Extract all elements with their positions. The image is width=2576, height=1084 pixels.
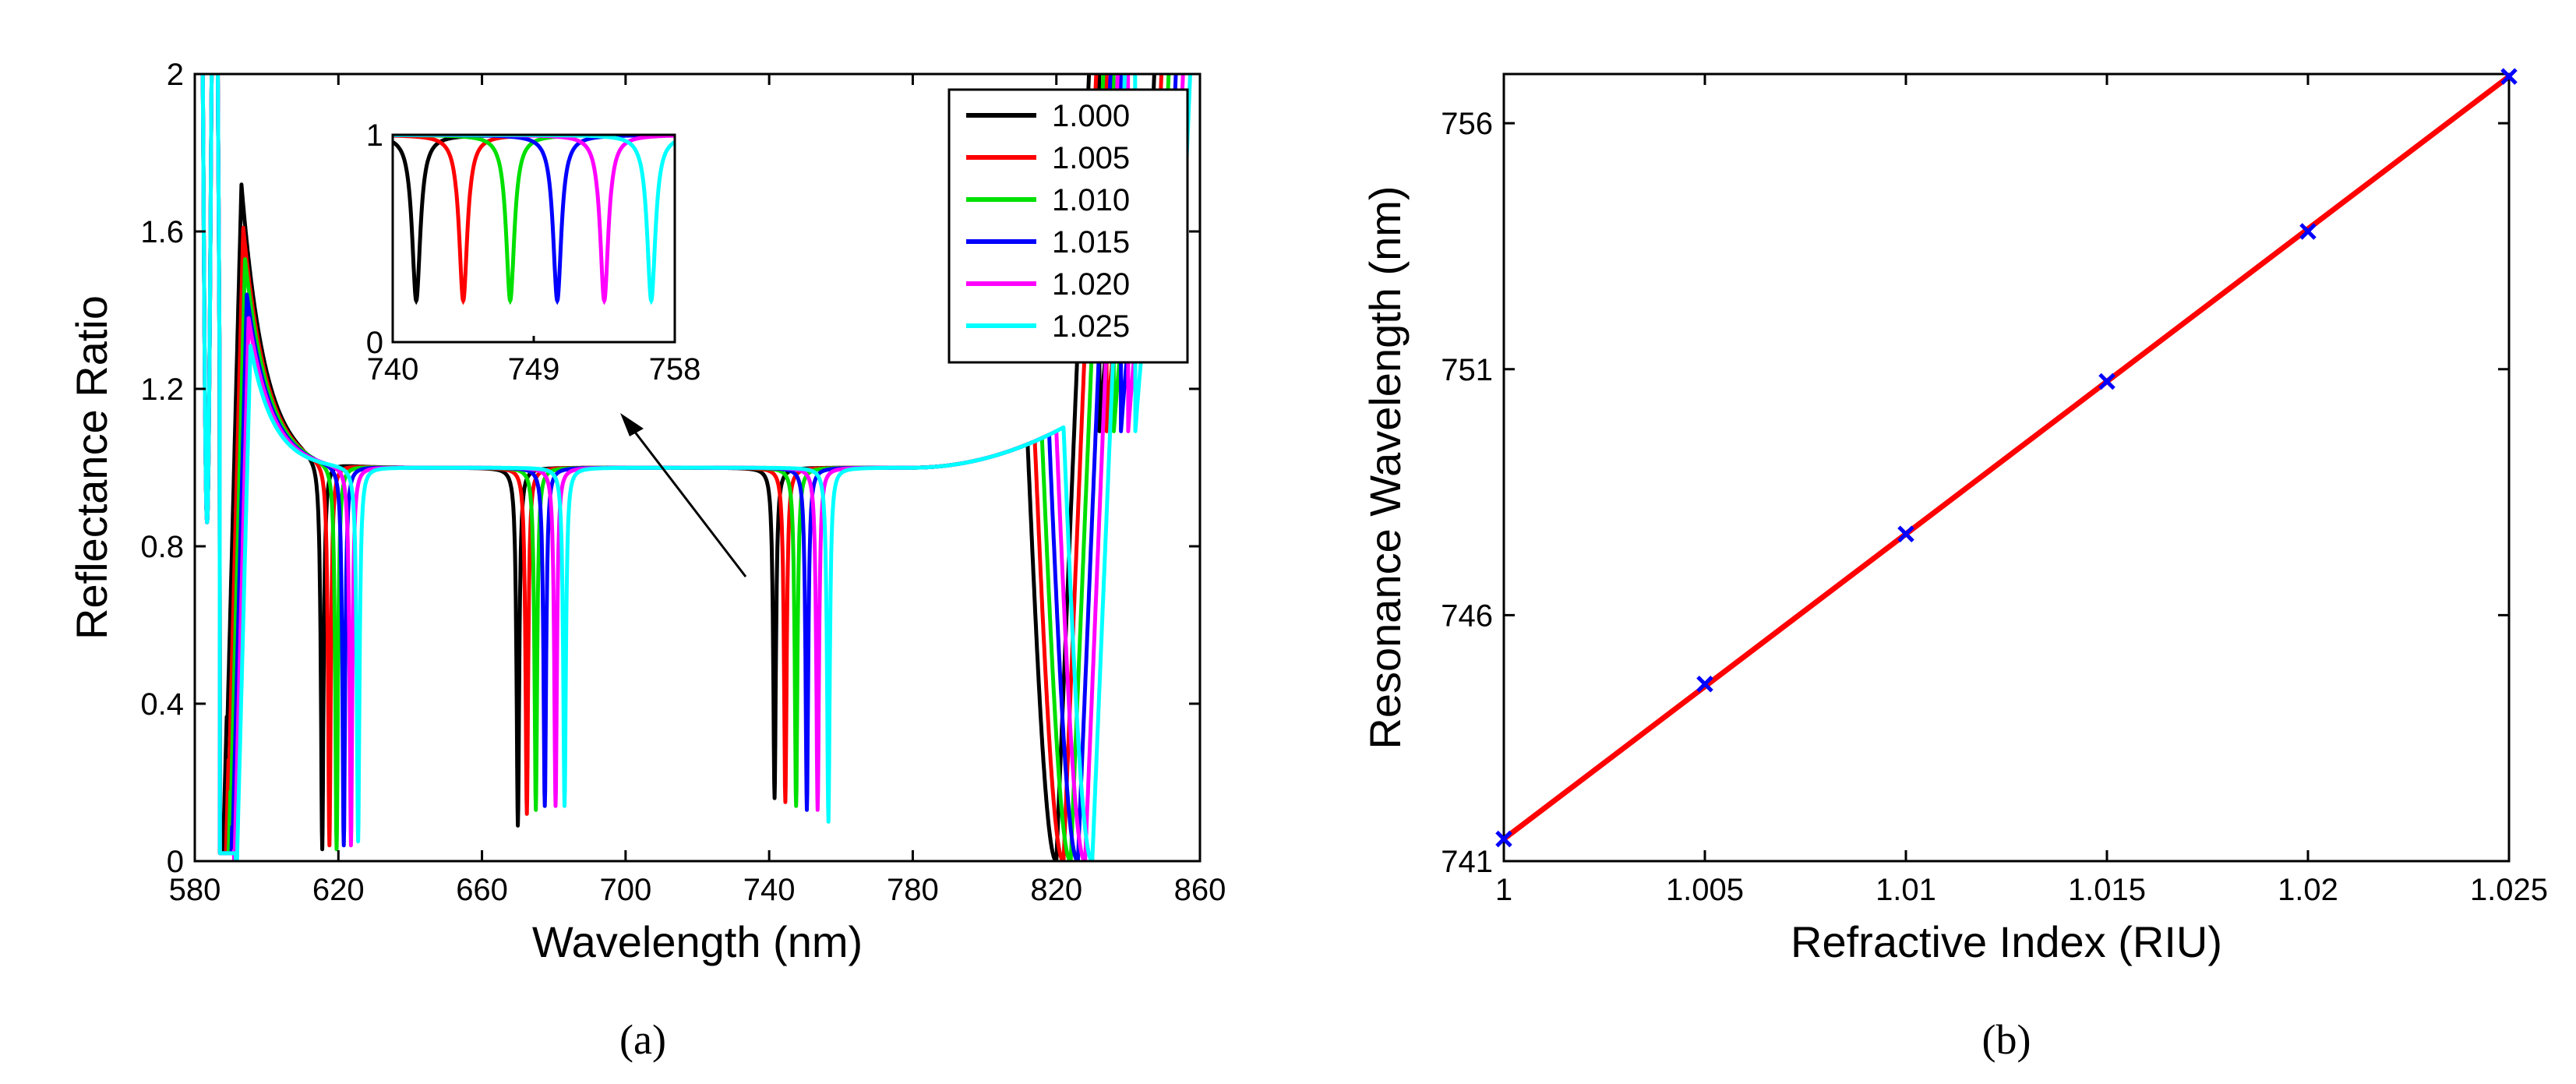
- panel-a-xtick-label: 620: [312, 873, 365, 907]
- legend-label: 1.015: [1052, 225, 1130, 260]
- inset-xtick-label: 758: [649, 352, 701, 387]
- panel-b-ytick-label: 741: [1441, 845, 1493, 879]
- panel-b-series: [1504, 74, 2509, 842]
- panel-b-xtick-label: 1.015: [2068, 873, 2146, 907]
- panel-a-ytick-label: 1.2: [140, 373, 184, 407]
- caption-b: (b): [1982, 1016, 2031, 1063]
- inset-xtick-label: 749: [508, 352, 560, 387]
- panel-a-xtick-label: 820: [1030, 873, 1082, 907]
- panel-b: 1 1.005 1.01 1.015 1.02 1.025 741 746 751 756 Ref…: [1360, 68, 2548, 1063]
- panel-a-xtick-label: 700: [599, 873, 651, 907]
- panel-b-data-point: [1495, 830, 1512, 848]
- inset-ytick-label: 0: [366, 326, 383, 360]
- inset-xtick-label: 740: [367, 352, 419, 387]
- panel-b-xtick-label: 1.02: [2278, 873, 2338, 907]
- panel-a-xlabel: Wavelength (nm): [532, 917, 863, 966]
- legend-label: 1.005: [1052, 141, 1130, 175]
- panel-a-ytick-label: 0: [167, 845, 184, 879]
- legend-box: [947, 88, 1189, 364]
- panel-a-ytick-label: 0.4: [140, 687, 184, 722]
- legend-label: 1.010: [1052, 183, 1130, 217]
- panel-b-data-point: [1696, 675, 1713, 693]
- legend-label: 1.000: [1052, 99, 1130, 133]
- panel-a-ytick-label: 1.6: [140, 215, 184, 249]
- caption-a: (a): [619, 1016, 666, 1063]
- panel-a-xtick-label: 660: [456, 873, 508, 907]
- panel-b-ytick-label: 746: [1441, 598, 1493, 633]
- panel-b-ylabel: Resonance Wavelength (nm): [1360, 185, 1410, 749]
- panel-b-xtick-label: 1: [1495, 873, 1512, 907]
- panel-b-ticks: 1 1.005 1.01 1.015 1.02 1.025 741 746 751 756: [1441, 74, 2548, 907]
- panel-a-series-line-1.025: [200, 74, 1193, 861]
- inset-background: [393, 135, 675, 342]
- panel-b-xtick-label: 1.01: [1876, 873, 1936, 907]
- panel-a: 580 620 660 700 740 780 820 860 0 0.4 0.8 1.2 1.6 2 W…: [67, 58, 1226, 1063]
- panel-a-xtick-label: 580: [169, 873, 221, 907]
- panel-b-data-point: [2299, 223, 2317, 240]
- panel-a-xtick-label: 860: [1174, 873, 1226, 907]
- panel-a-xtick-label: 740: [743, 873, 796, 907]
- inset-ytick-label: 1: [366, 118, 383, 153]
- panel-a-series: [200, 74, 1193, 861]
- panel-b-data-point: [2500, 68, 2518, 85]
- panel-a-axes-frame: [193, 72, 1202, 863]
- panel-a-inset: 740 749 758 0 1: [366, 118, 701, 387]
- panel-b-xtick-label: 1.025: [2470, 873, 2548, 907]
- panel-b-ytick-label: 751: [1441, 353, 1493, 387]
- panel-a-ytick-label: 2: [167, 58, 184, 92]
- panel-a-ticks: 580 620 660 700 740 780 820 860 0 0.4 0.8 1.2 1.6 2: [140, 58, 1226, 907]
- legend-label: 1.025: [1052, 309, 1130, 344]
- panel-a-ytick-label: 0.8: [140, 530, 184, 564]
- inset-ticks: 740 749 758 0 1: [366, 118, 701, 387]
- legend-label: 1.020: [1052, 267, 1130, 302]
- panel-b-data-point: [1897, 525, 1914, 542]
- panel-b-xtick-label: 1.005: [1666, 873, 1744, 907]
- panel-b-fit-line: [1504, 74, 2509, 842]
- panel-a-xtick-label: 780: [887, 873, 939, 907]
- panel-a-ylabel: Reflectance Ratio: [67, 295, 116, 640]
- panel-b-ytick-label: 756: [1441, 107, 1493, 141]
- panel-b-xlabel: Refractive Index (RIU): [1791, 917, 2222, 966]
- panel-b-axes-frame: [1502, 72, 2511, 863]
- panel-b-data-point: [2098, 373, 2115, 390]
- inset-pointer-arrow: [620, 413, 747, 577]
- panel-a-legend: 1.000 1.005 1.010 1.015 1.020 1.025: [947, 88, 1189, 364]
